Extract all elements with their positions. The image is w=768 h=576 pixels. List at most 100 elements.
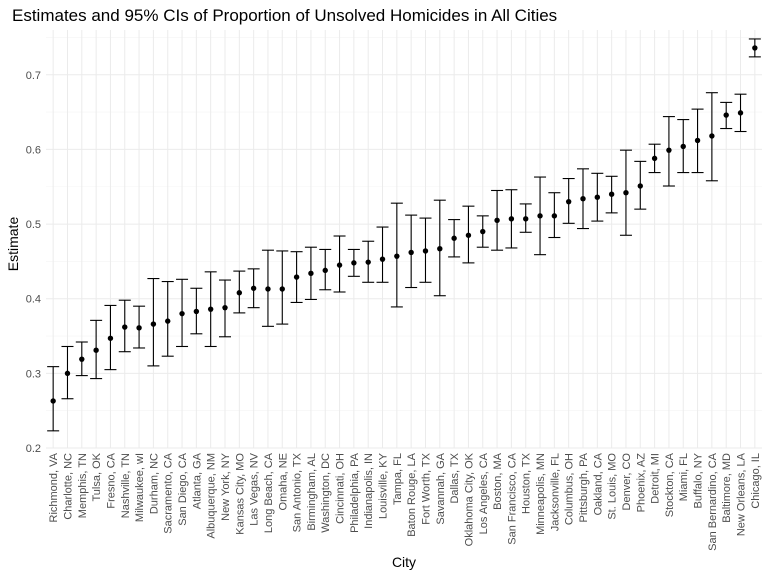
x-tick-label: Kansas City, MO	[234, 453, 246, 535]
x-tick-label: Las Vegas, NV	[249, 452, 261, 525]
x-tick-label: Oakland, CA	[592, 452, 604, 515]
y-tick-label: 0.5	[26, 219, 41, 231]
estimate-point	[379, 256, 386, 262]
y-tick-label: 0.3	[26, 368, 41, 380]
estimate-point	[322, 267, 328, 274]
estimate-point	[265, 286, 271, 292]
estimate-point	[193, 308, 200, 315]
x-tick-label: Stockton, CA	[664, 452, 676, 517]
estimate-point	[136, 325, 142, 331]
estimate-point	[666, 147, 672, 153]
estimate-point	[150, 321, 157, 327]
x-tick-label: Cincinnati, OH	[335, 453, 347, 524]
x-axis-title: City	[392, 554, 416, 570]
estimate-point	[336, 262, 343, 268]
estimate-point	[508, 216, 515, 222]
estimate-point	[293, 274, 300, 280]
x-tick-label: Denver, CO	[621, 453, 633, 511]
estimate-point	[594, 194, 601, 200]
x-tick-label: Nashville, TN	[120, 453, 132, 518]
x-tick-label: Detroit, MI	[650, 453, 662, 504]
y-tick-label: 0.4	[26, 294, 41, 306]
x-tick-label: Richmond, VA	[48, 452, 60, 522]
x-tick-label: Dallas, TX	[449, 452, 461, 503]
x-tick-label: Louisville, KY	[378, 452, 390, 519]
estimate-point	[565, 198, 572, 205]
x-axis-ticks: Richmond, VA Charlotte, NC Memphis, TN Tuls…	[48, 452, 762, 551]
estimate-point	[351, 260, 357, 266]
estimate-point	[437, 246, 443, 252]
estimate-point	[680, 143, 686, 150]
x-tick-label: San Antonio, TX	[292, 452, 304, 532]
estimate-point	[523, 216, 529, 222]
x-tick-label: Charlotte, NC	[62, 453, 74, 520]
estimate-point	[308, 270, 314, 277]
estimate-point	[394, 253, 400, 259]
estimate-point	[365, 259, 371, 265]
x-tick-label: Minneapolis, MN	[535, 453, 547, 535]
x-tick-label: Columbus, OH	[564, 453, 576, 525]
estimate-point	[165, 318, 171, 324]
x-tick-label: Birmingham, AL	[306, 453, 318, 531]
estimate-point	[694, 137, 701, 144]
x-tick-label: Washington, DC	[320, 453, 332, 533]
x-tick-label: Philadelphia, PA	[349, 452, 361, 533]
x-tick-label: Miami, FL	[678, 453, 690, 501]
estimate-point	[50, 398, 56, 404]
estimate-point	[623, 190, 629, 196]
x-tick-label: Baltimore, MD	[721, 453, 733, 523]
x-tick-label: Boston, MA	[492, 452, 504, 510]
estimate-point	[608, 191, 615, 197]
estimate-point	[651, 155, 658, 162]
estimate-point	[207, 306, 214, 312]
error-bar	[376, 226, 389, 283]
estimate-point	[236, 290, 243, 296]
y-axis-title: Estimate	[5, 217, 21, 272]
estimate-point	[737, 110, 744, 116]
x-tick-label: New Orleans, LA	[736, 452, 748, 536]
x-tick-label: Buffalo, NY	[693, 452, 705, 508]
estimate-point	[408, 249, 414, 256]
x-tick-label: Oklahoma City, OK	[463, 452, 475, 546]
estimate-point	[79, 356, 85, 362]
estimate-point	[179, 310, 185, 317]
x-tick-label: Sacramento, CA	[163, 452, 175, 533]
estimate-point	[709, 133, 715, 139]
chart-title: Estimates and 95% CIs of Proportion of U…	[12, 6, 557, 25]
estimate-point	[723, 112, 729, 118]
estimate-point	[637, 183, 643, 189]
x-tick-label: San Francisco, CA	[506, 452, 518, 544]
y-tick-label: 0.6	[26, 144, 41, 156]
estimate-point	[222, 304, 228, 311]
y-tick-label: 0.7	[26, 70, 41, 82]
estimate-point	[465, 232, 472, 238]
x-tick-label: Savannah, GA	[435, 452, 447, 524]
x-tick-label: Memphis, TN	[77, 453, 89, 518]
estimate-point	[494, 217, 500, 224]
x-tick-label: Fort Worth, TX	[420, 452, 432, 524]
x-tick-label: Atlanta, GA	[191, 452, 203, 509]
x-tick-label: Milwaukee, wI	[134, 453, 146, 522]
estimate-point	[480, 228, 486, 235]
x-tick-label: Baton Rouge, LA	[406, 452, 418, 536]
x-tick-label: Tampa, FL	[392, 453, 404, 505]
estimate-point	[752, 45, 758, 51]
y-axis-ticks: 0.2 0.3 0.4 0.5 0.6 0.7	[26, 70, 41, 455]
x-tick-label: Tulsa, OK	[91, 452, 103, 501]
estimate-point	[279, 286, 285, 292]
estimate-point	[422, 248, 429, 254]
x-tick-label: St. Louis, MO	[607, 453, 619, 520]
x-tick-label: San Bernardino, CA	[707, 452, 719, 550]
y-tick-label: 0.2	[26, 443, 41, 455]
x-tick-label: Long Beach, CA	[263, 452, 275, 533]
x-tick-label: Pittsburgh, PA	[578, 452, 590, 522]
x-tick-label: Omaha, NE	[277, 453, 289, 510]
estimate-point	[580, 195, 586, 202]
estimate-point	[250, 285, 257, 291]
x-tick-label: Chicago, IL	[750, 453, 762, 509]
estimate-point	[551, 213, 558, 219]
estimate-point	[537, 213, 543, 219]
x-tick-label: Phoenix, AZ	[635, 453, 647, 513]
x-tick-label: Fresno, CA	[105, 452, 117, 508]
